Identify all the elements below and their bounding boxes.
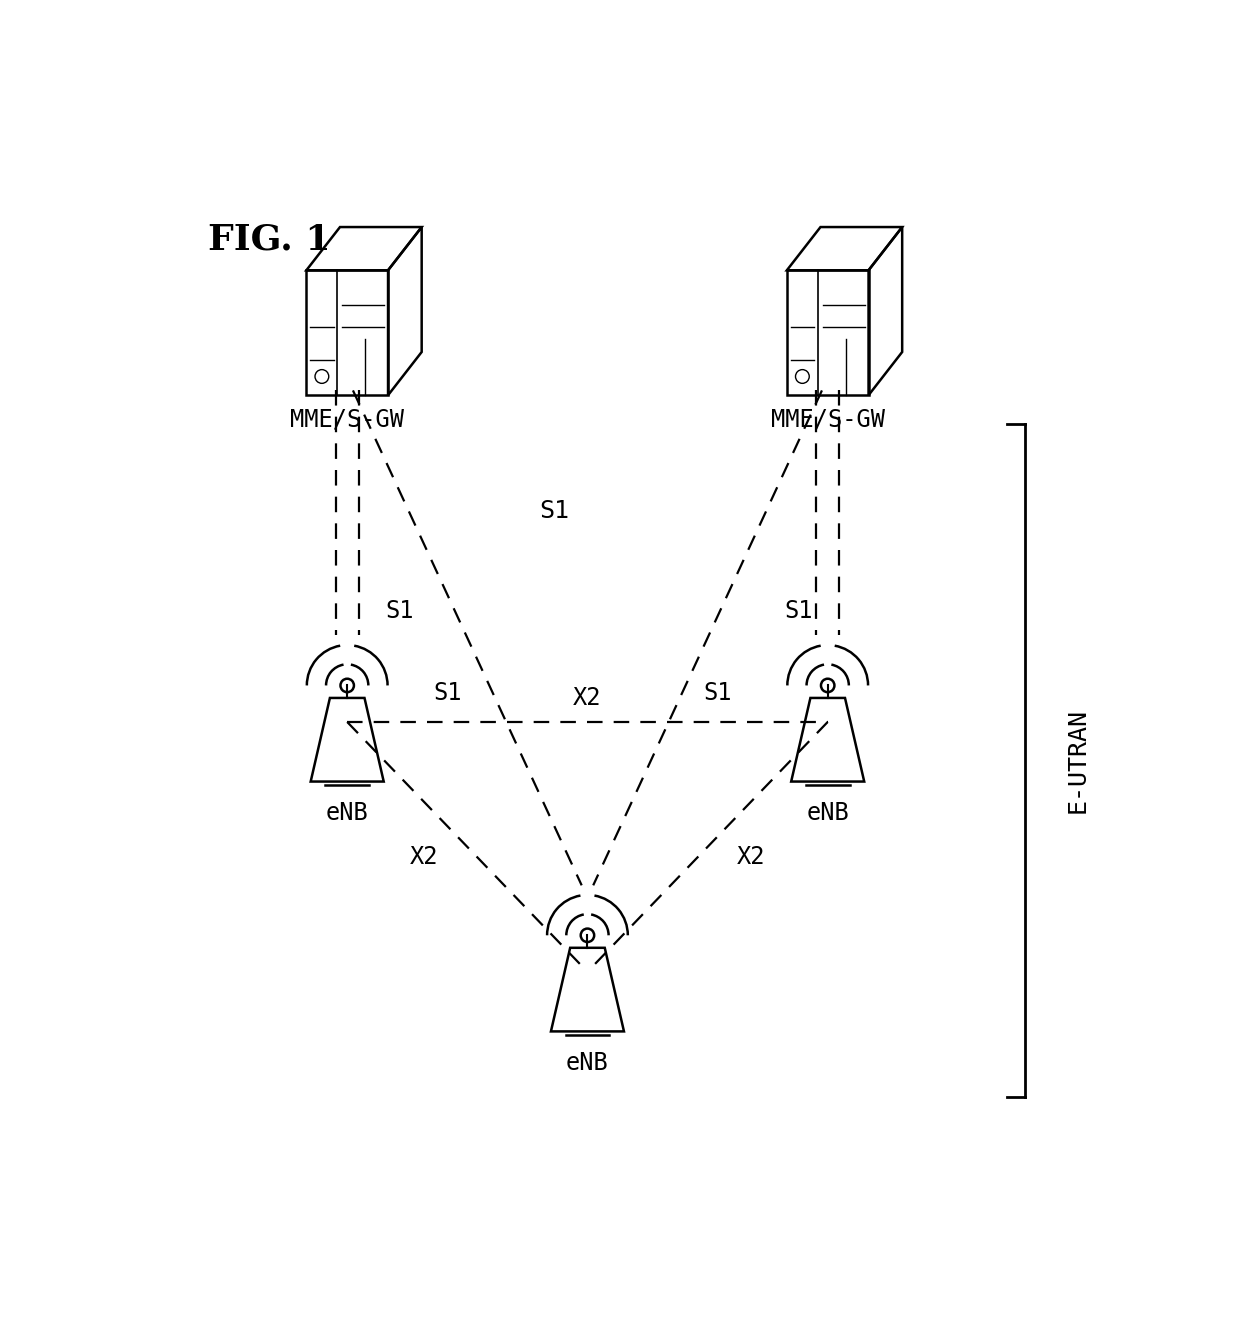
Text: MME/S-GW: MME/S-GW [771,407,884,431]
Text: S1: S1 [703,681,732,706]
Text: X2: X2 [573,685,601,710]
Text: eNB: eNB [567,1051,609,1075]
Text: eNB: eNB [806,801,849,825]
Text: MME/S-GW: MME/S-GW [290,407,404,431]
Text: X2: X2 [737,844,765,868]
Text: E-UTRAN: E-UTRAN [1065,708,1090,813]
Text: FIG. 1: FIG. 1 [208,222,331,257]
Text: S1: S1 [539,499,569,523]
Text: S1: S1 [785,599,813,624]
Text: S1: S1 [434,681,463,706]
Text: eNB: eNB [326,801,368,825]
Text: S1: S1 [386,599,414,624]
Text: X2: X2 [410,844,438,868]
